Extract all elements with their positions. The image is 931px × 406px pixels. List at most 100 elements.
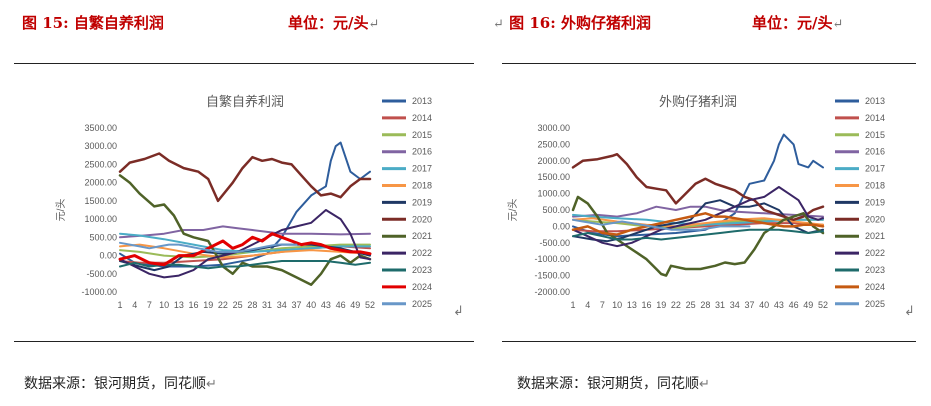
legend-label-2020: 2020 — [865, 214, 885, 224]
legend-label-2018: 2018 — [412, 181, 432, 191]
left-figure-label: 图 15: — [22, 14, 69, 32]
legend-label-2019: 2019 — [412, 197, 432, 207]
series-line-2016 — [572, 205, 824, 218]
legend-label-2014: 2014 — [412, 113, 432, 123]
left-figure-header: 图 15: 自繁自养利润 — [22, 12, 164, 36]
x-tick-label: 16 — [642, 300, 652, 310]
y-tick-label: 1500.00 — [537, 172, 570, 182]
return-mark: ↵ — [699, 377, 710, 392]
legend-label-2024: 2024 — [412, 282, 432, 292]
return-mark: ↲ — [904, 304, 915, 319]
chart-title: 外购仔猪利润 — [659, 94, 737, 109]
legend-label-2015: 2015 — [865, 130, 885, 140]
y-tick-label: 500.00 — [89, 232, 117, 242]
y-tick-label: 3000.00 — [84, 141, 117, 151]
legend-label-2014: 2014 — [865, 113, 885, 123]
y-tick-label: -1000.00 — [534, 254, 570, 264]
x-tick-label: 1 — [570, 300, 575, 310]
left-unit: 单位：元/头↵ — [288, 12, 379, 33]
series-line-2018 — [572, 217, 824, 228]
x-tick-label: 43 — [321, 300, 331, 310]
series-line-2025 — [572, 218, 751, 231]
left-source: 数据来源：银河期货，同花顺↵ — [24, 373, 217, 393]
legend-label-2022: 2022 — [865, 248, 885, 258]
x-tick-label: 34 — [730, 300, 740, 310]
right-unit-text: 单位：元/头 — [752, 14, 833, 32]
x-tick-label: 49 — [803, 300, 813, 310]
right-source: 数据来源：银河期货，同花顺↵ — [517, 373, 710, 393]
y-tick-label: -500.00 — [539, 238, 570, 248]
legend-label-2021: 2021 — [865, 231, 885, 241]
right-unit: 单位：元/头↵ — [752, 12, 843, 33]
left-figure-title: 自繁自养利润 — [73, 14, 164, 32]
legend-label-2016: 2016 — [865, 147, 885, 157]
legend-label-2017: 2017 — [865, 164, 885, 174]
x-tick-label: 13 — [174, 300, 184, 310]
legend-label-2023: 2023 — [412, 265, 432, 275]
left-unit-text: 单位：元/头 — [288, 14, 369, 32]
legend-label-2018: 2018 — [865, 181, 885, 191]
return-mark: ↵ — [493, 17, 504, 32]
x-tick-label: 10 — [159, 300, 169, 310]
x-tick-label: 25 — [233, 300, 243, 310]
legend-label-2017: 2017 — [412, 164, 432, 174]
series-line-2016 — [119, 225, 371, 239]
y-tick-label: -2000.00 — [534, 287, 570, 297]
x-tick-label: 46 — [789, 300, 799, 310]
y-tick-label: 3000.00 — [537, 123, 570, 133]
series-line-2013 — [572, 133, 824, 238]
y-tick-label: 0.00 — [99, 251, 117, 261]
x-tick-label: 4 — [585, 300, 590, 310]
x-tick-label: 22 — [671, 300, 681, 310]
y-tick-label: 0.00 — [552, 221, 570, 231]
left-bottom-rule — [14, 341, 474, 342]
x-tick-label: 19 — [656, 300, 666, 310]
right-source-text: 数据来源：银河期货，同花顺 — [517, 376, 699, 392]
return-mark: ↵ — [206, 377, 217, 392]
series-line-2025 — [119, 241, 298, 253]
x-tick-label: 34 — [277, 300, 287, 310]
x-tick-label: 22 — [218, 300, 228, 310]
x-tick-label: 37 — [291, 300, 301, 310]
x-tick-label: 40 — [759, 300, 769, 310]
series-line-2023 — [572, 228, 824, 241]
y-tick-label: 500.00 — [542, 205, 570, 215]
x-tick-label: 7 — [600, 300, 605, 310]
y-tick-label: 1000.00 — [84, 214, 117, 224]
legend-label-2019: 2019 — [865, 197, 885, 207]
return-mark: ↵ — [832, 17, 844, 32]
left-source-text: 数据来源：银河期货，同花顺 — [24, 376, 206, 392]
legend-label-2021: 2021 — [412, 231, 432, 241]
series-line-2021 — [118, 174, 372, 286]
right-figure-label: 图 16: — [509, 14, 556, 32]
x-tick-label: 49 — [350, 300, 360, 310]
legend-label-2013: 2013 — [865, 96, 885, 106]
y-tick-label: 2000.00 — [537, 156, 570, 166]
x-tick-label: 25 — [686, 300, 696, 310]
x-tick-label: 40 — [306, 300, 316, 310]
chart-title: 自繁自养利润 — [206, 94, 284, 109]
series-line-2020 — [571, 152, 825, 222]
right-top-rule — [502, 63, 916, 64]
right-figure-title: 外购仔猪利润 — [561, 14, 652, 32]
x-tick-label: 43 — [774, 300, 784, 310]
x-tick-label: 52 — [818, 300, 828, 310]
y-tick-label: 1000.00 — [537, 189, 570, 199]
right-bottom-rule — [502, 341, 916, 342]
y-axis-label: 元/头 — [55, 199, 67, 222]
legend-label-2024: 2024 — [865, 282, 885, 292]
series-line-2024 — [571, 212, 825, 236]
x-tick-label: 19 — [203, 300, 213, 310]
y-tick-label: -500.00 — [86, 269, 117, 279]
y-tick-label: 1500.00 — [84, 196, 117, 206]
x-tick-label: 10 — [612, 300, 622, 310]
left-chart: 自繁自养利润元/头3500.003000.002500.002000.00150… — [55, 94, 432, 310]
y-tick-label: 2000.00 — [84, 178, 117, 188]
x-tick-label: 16 — [189, 300, 199, 310]
legend-label-2015: 2015 — [412, 130, 432, 140]
x-tick-label: 7 — [147, 300, 152, 310]
right-chart: 外购仔猪利润元/头3000.002500.002000.001500.00100… — [507, 94, 885, 310]
series-line-2024 — [118, 232, 372, 267]
legend-label-2016: 2016 — [412, 147, 432, 157]
return-mark: ↲ — [453, 304, 464, 319]
